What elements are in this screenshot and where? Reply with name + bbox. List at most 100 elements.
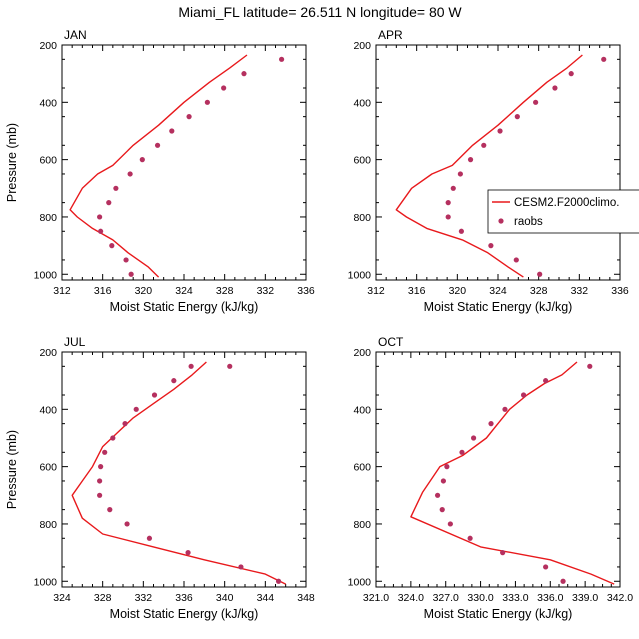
y-tick-label: 200 bbox=[39, 40, 57, 52]
obs-point bbox=[97, 492, 103, 498]
obs-point bbox=[513, 257, 519, 263]
x-axis-label: Moist Static Energy (kJ/kg) bbox=[424, 300, 573, 314]
y-tick-label: 800 bbox=[39, 212, 57, 224]
obs-point bbox=[133, 406, 139, 412]
obs-point bbox=[151, 392, 158, 398]
panel-title: APR bbox=[378, 28, 403, 42]
obs-point bbox=[110, 435, 116, 441]
obs-point bbox=[537, 271, 543, 277]
obs-point bbox=[221, 85, 227, 91]
x-tick-label: 327.0 bbox=[433, 592, 459, 604]
x-tick-label: 328 bbox=[94, 592, 112, 604]
legend: CESM2.F2000climo. raobs bbox=[487, 189, 639, 234]
obs-point bbox=[459, 449, 465, 455]
plot-frame bbox=[61, 44, 307, 281]
y-tick-label: 600 bbox=[353, 462, 371, 474]
x-tick-label: 312 bbox=[367, 285, 385, 297]
x-tick-label: 330.0 bbox=[467, 592, 493, 604]
obs-point bbox=[543, 564, 549, 570]
obs-point bbox=[238, 564, 244, 570]
obs-point bbox=[186, 114, 192, 120]
obs-point bbox=[188, 363, 194, 369]
y-tick-label: 1000 bbox=[348, 269, 372, 281]
obs-point bbox=[171, 378, 177, 384]
x-axis-label: Moist Static Energy (kJ/kg) bbox=[424, 607, 573, 621]
obs-point bbox=[471, 435, 477, 441]
x-tick-label: 344 bbox=[257, 592, 275, 604]
obs-point bbox=[601, 56, 607, 62]
model-series-line bbox=[69, 54, 248, 278]
y-tick-label: 200 bbox=[353, 40, 371, 52]
x-tick-label: 348 bbox=[297, 592, 315, 604]
legend-label-model: CESM2.F2000climo. bbox=[514, 197, 619, 209]
panel-title: JUL bbox=[64, 335, 86, 349]
x-tick-label: 321.0 bbox=[363, 592, 389, 604]
chart-panel-top-right: APR 312 316 320 324 328 332 336 200 400 600 800 1000… bbox=[348, 28, 639, 314]
x-axis-label: Moist Static Energy (kJ/kg) bbox=[110, 300, 259, 314]
y-tick-label: 800 bbox=[39, 519, 57, 531]
y-tick-label: 200 bbox=[39, 347, 57, 359]
model-series-line bbox=[395, 54, 583, 278]
plot-frame bbox=[375, 351, 621, 588]
obs-point bbox=[587, 363, 593, 369]
panels: JAN 312 316 320 324 328 332 336 200 400 600 800 1000… bbox=[5, 28, 639, 621]
x-tick-label: 324.0 bbox=[398, 592, 424, 604]
obs-point bbox=[481, 142, 487, 148]
x-axis-label: Moist Static Energy (kJ/kg) bbox=[110, 607, 259, 621]
legend-marker-swatch bbox=[498, 218, 504, 224]
model-series-line bbox=[410, 361, 615, 585]
y-tick-label: 400 bbox=[39, 404, 57, 416]
obs-point bbox=[241, 71, 247, 77]
obs-point bbox=[107, 507, 113, 513]
obs-point bbox=[445, 200, 451, 206]
obs-point bbox=[139, 157, 145, 163]
obs-point bbox=[204, 99, 210, 105]
obs-point bbox=[98, 464, 104, 470]
obs-point bbox=[457, 171, 463, 177]
obs-point bbox=[97, 214, 103, 220]
x-tick-label: 316 bbox=[94, 285, 112, 297]
x-tick-label: 320 bbox=[135, 285, 153, 297]
obs-point bbox=[500, 550, 506, 556]
obs-point bbox=[445, 214, 451, 220]
x-tick-label: 342.0 bbox=[607, 592, 633, 604]
obs-point bbox=[106, 200, 112, 206]
obs-point bbox=[154, 142, 161, 148]
y-tick-label: 400 bbox=[353, 97, 371, 109]
obs-point bbox=[169, 128, 175, 134]
x-tick-label: 320 bbox=[449, 285, 467, 297]
obs-point bbox=[227, 363, 233, 369]
model-series-line bbox=[71, 361, 287, 585]
plot-frame bbox=[375, 44, 621, 281]
chart-panel-bottom-left: JUL 324 328 332 336 340 344 348 200 400 600 800 1000… bbox=[5, 335, 315, 621]
x-tick-label: 336 bbox=[175, 592, 193, 604]
x-tick-label: 324 bbox=[53, 592, 71, 604]
y-tick-label: 600 bbox=[39, 462, 57, 474]
obs-point bbox=[543, 378, 549, 384]
obs-point bbox=[488, 243, 494, 249]
x-tick-label: 316 bbox=[408, 285, 426, 297]
obs-point bbox=[122, 421, 128, 427]
obs-point bbox=[497, 128, 503, 134]
obs-point bbox=[439, 507, 445, 513]
obs-point bbox=[434, 492, 441, 498]
legend-label-obs: raobs bbox=[514, 216, 543, 228]
panel-title: OCT bbox=[378, 335, 404, 349]
legend-box bbox=[487, 189, 639, 234]
obs-point bbox=[447, 521, 453, 527]
y-tick-label: 800 bbox=[353, 519, 371, 531]
x-tick-label: 312 bbox=[53, 285, 71, 297]
obs-point bbox=[113, 185, 119, 191]
obs-point bbox=[440, 478, 446, 484]
obs-point bbox=[568, 71, 574, 77]
y-tick-label: 1000 bbox=[348, 576, 372, 588]
chart-panel-bottom-right: OCT 321.0 324.0 327.0 330.0 333.0 336.0 339.0 34… bbox=[348, 335, 634, 621]
panel-title: JAN bbox=[64, 28, 87, 42]
x-tick-label: 332 bbox=[571, 285, 589, 297]
obs-point bbox=[102, 449, 108, 455]
x-tick-label: 336.0 bbox=[537, 592, 563, 604]
y-axis-label: Pressure (mb) bbox=[5, 123, 19, 202]
obs-point bbox=[146, 535, 153, 541]
obs-point bbox=[279, 56, 285, 62]
